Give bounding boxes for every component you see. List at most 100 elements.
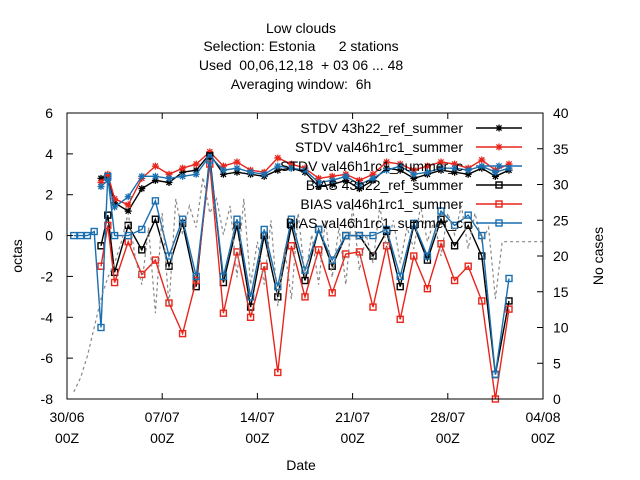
y-tick-label: -6 bbox=[41, 350, 54, 366]
data-point bbox=[151, 172, 159, 180]
data-point bbox=[83, 231, 92, 240]
x-tick-label-hour: 00Z bbox=[150, 430, 175, 446]
data-point bbox=[246, 313, 255, 321]
y2-tick-label: 40 bbox=[553, 105, 569, 121]
data-point bbox=[505, 274, 513, 283]
data-point bbox=[138, 185, 146, 193]
data-point bbox=[165, 170, 173, 178]
y2-tick-label: 30 bbox=[553, 177, 569, 193]
data-point bbox=[437, 158, 445, 166]
data-point bbox=[450, 242, 459, 250]
y2-tick-label: 15 bbox=[553, 284, 569, 300]
data-point bbox=[97, 178, 105, 186]
legend-marker bbox=[495, 124, 503, 132]
x-tick-label-date: 28/07 bbox=[430, 409, 465, 425]
legend-marker bbox=[495, 219, 503, 227]
data-point bbox=[179, 164, 187, 172]
data-point bbox=[260, 225, 268, 234]
legend-label: STDV val46h1rc1_summer bbox=[295, 139, 463, 155]
data-point bbox=[505, 164, 513, 172]
data-point bbox=[104, 170, 112, 178]
data-point bbox=[97, 323, 105, 332]
data-point bbox=[260, 170, 268, 178]
data-point bbox=[315, 178, 323, 186]
data-point bbox=[451, 160, 459, 168]
data-point bbox=[328, 172, 336, 180]
data-point bbox=[383, 166, 391, 174]
y-tick-label: -8 bbox=[41, 391, 54, 407]
y2-axis-label: No cases bbox=[590, 227, 606, 285]
series-line bbox=[100, 155, 510, 375]
y2-axis: 0 5 10 15 20 25 30 35 40 bbox=[537, 105, 569, 407]
x-tick-label-hour: 00Z bbox=[531, 430, 556, 446]
data-point bbox=[178, 215, 187, 223]
data-point bbox=[165, 178, 173, 186]
data-point bbox=[396, 315, 404, 324]
data-point bbox=[342, 250, 350, 258]
data-point bbox=[450, 221, 459, 230]
data-point bbox=[423, 162, 431, 170]
data-point bbox=[450, 276, 459, 285]
x-axis-label: Date bbox=[286, 457, 316, 473]
data-point bbox=[76, 231, 85, 240]
data-point bbox=[151, 215, 160, 223]
data-point bbox=[219, 170, 227, 178]
x-tick-label-hour: 00Z bbox=[436, 430, 461, 446]
data-point bbox=[410, 174, 418, 182]
y2-tick-label: 20 bbox=[553, 248, 569, 264]
series-line bbox=[73, 159, 510, 375]
legend-label: STDV 43h22_ref_summer bbox=[300, 120, 463, 136]
x-tick-label-date: 14/07 bbox=[240, 409, 275, 425]
plot-area bbox=[70, 148, 543, 403]
data-point bbox=[192, 166, 200, 174]
data-point bbox=[110, 278, 119, 287]
data-point bbox=[328, 181, 336, 188]
data-point bbox=[505, 160, 513, 168]
data-point bbox=[104, 221, 112, 230]
data-point bbox=[138, 172, 146, 180]
data-point bbox=[179, 172, 187, 180]
data-point bbox=[151, 256, 160, 264]
data-point bbox=[491, 172, 499, 180]
data-point bbox=[233, 164, 241, 172]
data-point bbox=[192, 276, 200, 285]
x-axis: 30/06 00Z 07/07 00Z 14/07 00Z 21/07 00Z 28/07 00Z… bbox=[49, 113, 561, 446]
legend: STDV 43h22_ref_summer STDV val46h1rc1_sum… bbox=[280, 120, 522, 231]
title-line-2: Selection: Estonia 2 stations bbox=[203, 38, 398, 54]
data-point bbox=[274, 282, 282, 291]
data-point bbox=[315, 174, 323, 182]
data-point bbox=[97, 183, 105, 191]
legend-marker bbox=[495, 200, 503, 208]
legend-label: STDV val46h1rc1_summer_c bbox=[280, 158, 463, 174]
data-point bbox=[355, 248, 364, 256]
series-6 bbox=[73, 177, 543, 393]
data-point bbox=[287, 160, 295, 168]
data-point bbox=[247, 168, 255, 176]
data-point bbox=[110, 231, 119, 240]
data-point bbox=[464, 166, 472, 174]
data-point bbox=[478, 252, 486, 260]
data-point bbox=[301, 293, 309, 301]
title-line-1: Low clouds bbox=[266, 20, 336, 36]
data-point bbox=[179, 168, 187, 176]
data-point bbox=[233, 158, 241, 166]
legend-label: BIAS 43h22_ref_summer bbox=[306, 177, 464, 193]
data-point bbox=[451, 168, 459, 176]
data-point bbox=[314, 225, 323, 234]
data-point bbox=[328, 256, 336, 264]
data-point bbox=[410, 170, 418, 178]
x-tick-label-hour: 00Z bbox=[245, 430, 270, 446]
data-point bbox=[219, 166, 227, 174]
data-point bbox=[410, 219, 418, 228]
data-point bbox=[355, 185, 363, 193]
data-point bbox=[396, 162, 404, 170]
x-tick-label-date: 07/07 bbox=[145, 409, 180, 425]
series-4 bbox=[97, 160, 513, 403]
y-axis: -8 -6 -4 -2 0 2 4 6 bbox=[41, 105, 73, 407]
legend-label: BIAS val46h1rc1_summer bbox=[300, 196, 463, 212]
data-point bbox=[328, 289, 336, 297]
legend-marker bbox=[495, 143, 503, 151]
data-point bbox=[178, 329, 187, 338]
data-point bbox=[410, 166, 418, 174]
data-point bbox=[206, 156, 214, 164]
